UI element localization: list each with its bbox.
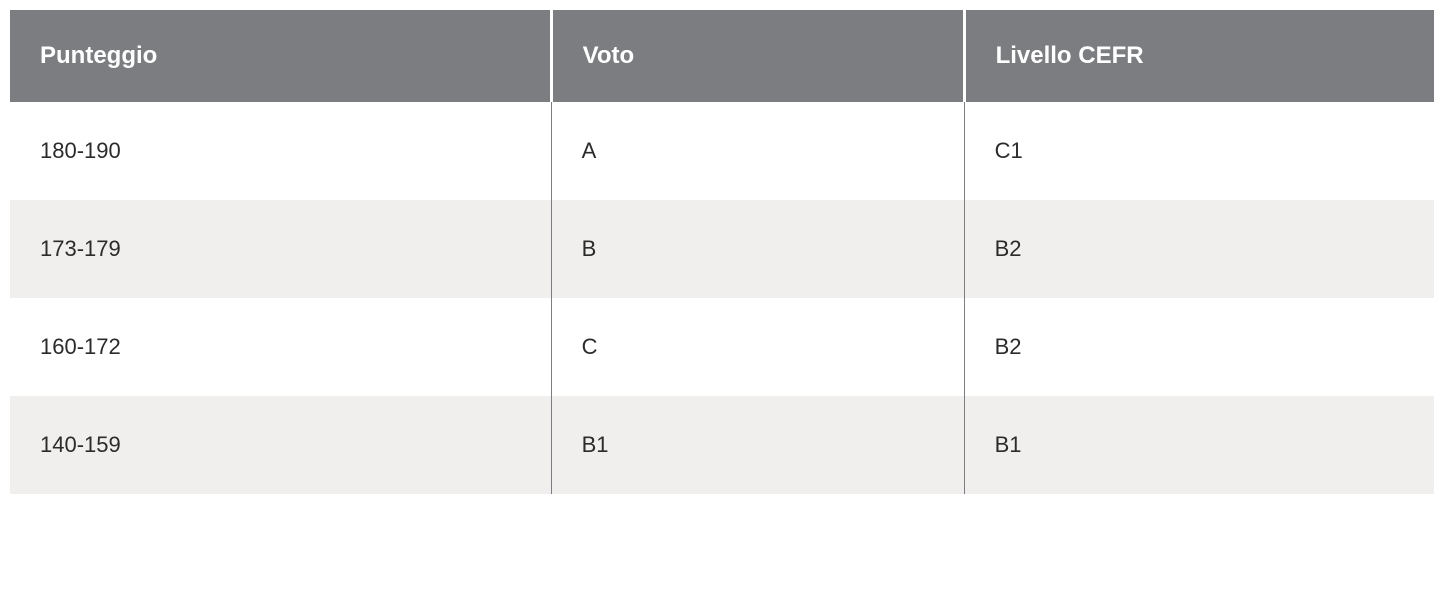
col-header-cefr: Livello CEFR (964, 10, 1434, 102)
cell-punteggio: 160-172 (10, 298, 551, 396)
cell-voto: C (551, 298, 964, 396)
col-header-punteggio: Punteggio (10, 10, 551, 102)
cell-voto: B (551, 200, 964, 298)
cell-cefr: B1 (964, 396, 1434, 494)
table-row: 173-179 B B2 (10, 200, 1434, 298)
cell-cefr: B2 (964, 298, 1434, 396)
cefr-score-table: Punteggio Voto Livello CEFR 180-190 A C1… (10, 10, 1434, 494)
cefr-score-table-container: Punteggio Voto Livello CEFR 180-190 A C1… (10, 10, 1434, 494)
table-header-row: Punteggio Voto Livello CEFR (10, 10, 1434, 102)
cell-voto: B1 (551, 396, 964, 494)
cell-cefr: C1 (964, 102, 1434, 200)
table-row: 160-172 C B2 (10, 298, 1434, 396)
table-row: 140-159 B1 B1 (10, 396, 1434, 494)
cell-punteggio: 173-179 (10, 200, 551, 298)
cell-punteggio: 140-159 (10, 396, 551, 494)
cell-cefr: B2 (964, 200, 1434, 298)
cell-voto: A (551, 102, 964, 200)
cell-punteggio: 180-190 (10, 102, 551, 200)
table-row: 180-190 A C1 (10, 102, 1434, 200)
col-header-voto: Voto (551, 10, 964, 102)
